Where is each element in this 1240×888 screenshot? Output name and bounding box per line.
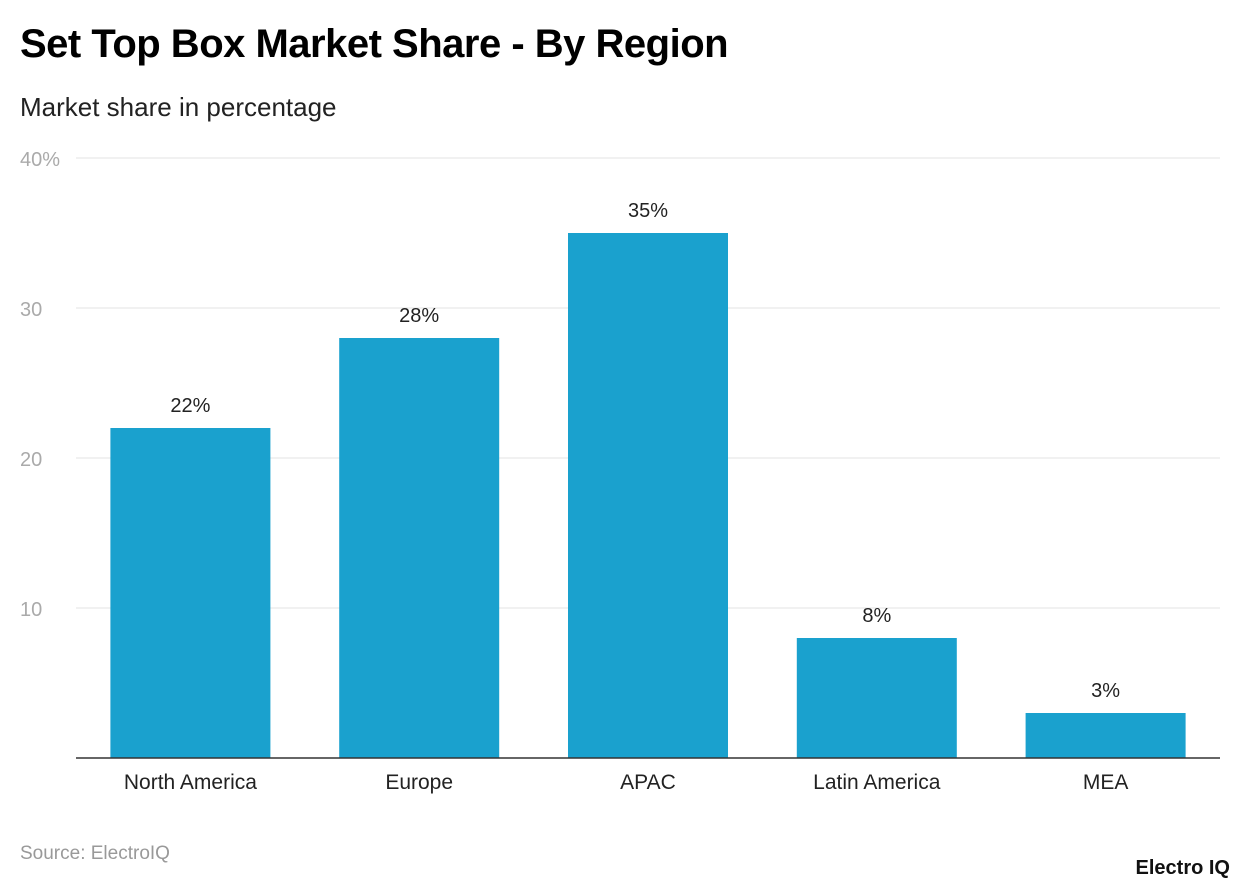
electroiq-logo: Electro IQ xyxy=(1135,857,1230,879)
y-tick-label: 30 xyxy=(20,299,42,321)
x-tick-label: Europe xyxy=(385,771,453,794)
source-note: Source: ElectroIQ xyxy=(20,843,170,864)
y-tick-label: 10 xyxy=(20,599,42,621)
chart-title: Set Top Box Market Share - By Region xyxy=(20,22,729,66)
bar xyxy=(1025,713,1186,758)
data-label: 28% xyxy=(399,305,439,327)
bar xyxy=(110,428,271,758)
chart-subtitle: Market share in percentage xyxy=(20,92,337,122)
x-tick-label: MEA xyxy=(1083,771,1129,794)
x-tick-label: APAC xyxy=(620,771,676,794)
y-tick-label: 20 xyxy=(20,449,42,471)
x-tick-label: Latin America xyxy=(813,771,941,794)
data-label: 22% xyxy=(170,395,210,417)
data-label: 3% xyxy=(1091,680,1120,702)
data-label: 8% xyxy=(862,605,891,627)
bar xyxy=(339,338,500,758)
x-tick-label: North America xyxy=(124,771,257,794)
y-tick-label: 40% xyxy=(20,149,60,171)
data-label: 35% xyxy=(628,200,668,222)
bar xyxy=(796,638,957,758)
bar xyxy=(568,233,728,758)
